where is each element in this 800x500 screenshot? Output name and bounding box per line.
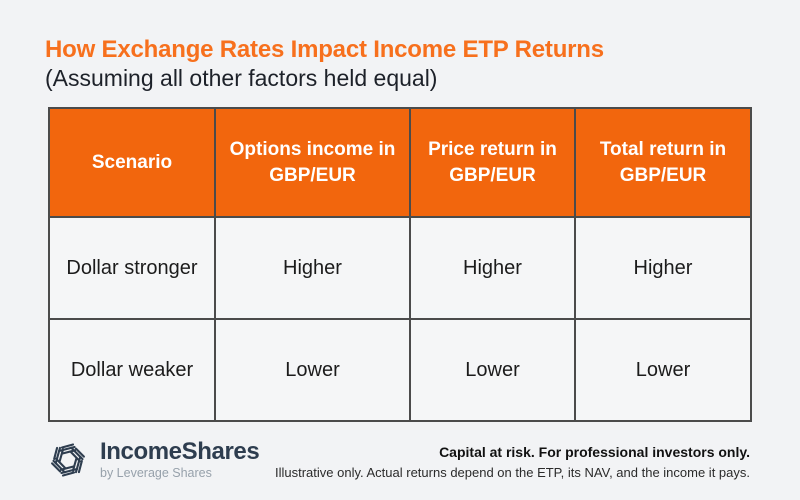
cell-price-return: Higher bbox=[409, 216, 576, 320]
brand-subtitle: by Leverage Shares bbox=[100, 466, 212, 480]
column-header-price-return: Price return in GBP/EUR bbox=[409, 107, 576, 218]
brand-block: IncomeShares by Leverage Shares bbox=[46, 438, 260, 482]
brand-text: IncomeShares by Leverage Shares bbox=[100, 438, 260, 481]
page-subtitle: (Assuming all other factors held equal) bbox=[45, 65, 438, 91]
cell-total-return: Lower bbox=[574, 318, 752, 422]
cell-total-return: Higher bbox=[574, 216, 752, 320]
column-header-options-income: Options income in GBP/EUR bbox=[214, 107, 411, 218]
cell-scenario: Dollar stronger bbox=[48, 216, 216, 320]
illustrative-only-text: Illustrative only. Actual returns depend… bbox=[274, 465, 750, 480]
cell-scenario: Dollar weaker bbox=[48, 318, 216, 422]
title-block: How Exchange Rates Impact Income ETP Ret… bbox=[45, 36, 604, 92]
disclaimer-block: Capital at risk. For professional invest… bbox=[275, 444, 750, 480]
cell-options-income: Lower bbox=[214, 318, 411, 422]
column-header-scenario: Scenario bbox=[48, 107, 216, 218]
brand-name: IncomeShares bbox=[100, 438, 260, 465]
page-title: How Exchange Rates Impact Income ETP Ret… bbox=[45, 36, 604, 63]
table-header-row: Scenario Options income in GBP/EUR Price… bbox=[48, 107, 752, 218]
hex-pinwheel-icon bbox=[49, 443, 87, 477]
table-row: Dollar weaker Lower Lower Lower bbox=[48, 318, 752, 422]
table-row: Dollar stronger Higher Higher Higher bbox=[48, 216, 752, 320]
exchange-rate-impact-table: Scenario Options income in GBP/EUR Price… bbox=[48, 107, 752, 422]
cell-options-income: Higher bbox=[214, 216, 411, 320]
column-header-total-return: Total return in GBP/EUR bbox=[574, 107, 752, 218]
cell-price-return: Lower bbox=[409, 318, 576, 422]
capital-at-risk-text: Capital at risk. For professional invest… bbox=[439, 444, 750, 460]
